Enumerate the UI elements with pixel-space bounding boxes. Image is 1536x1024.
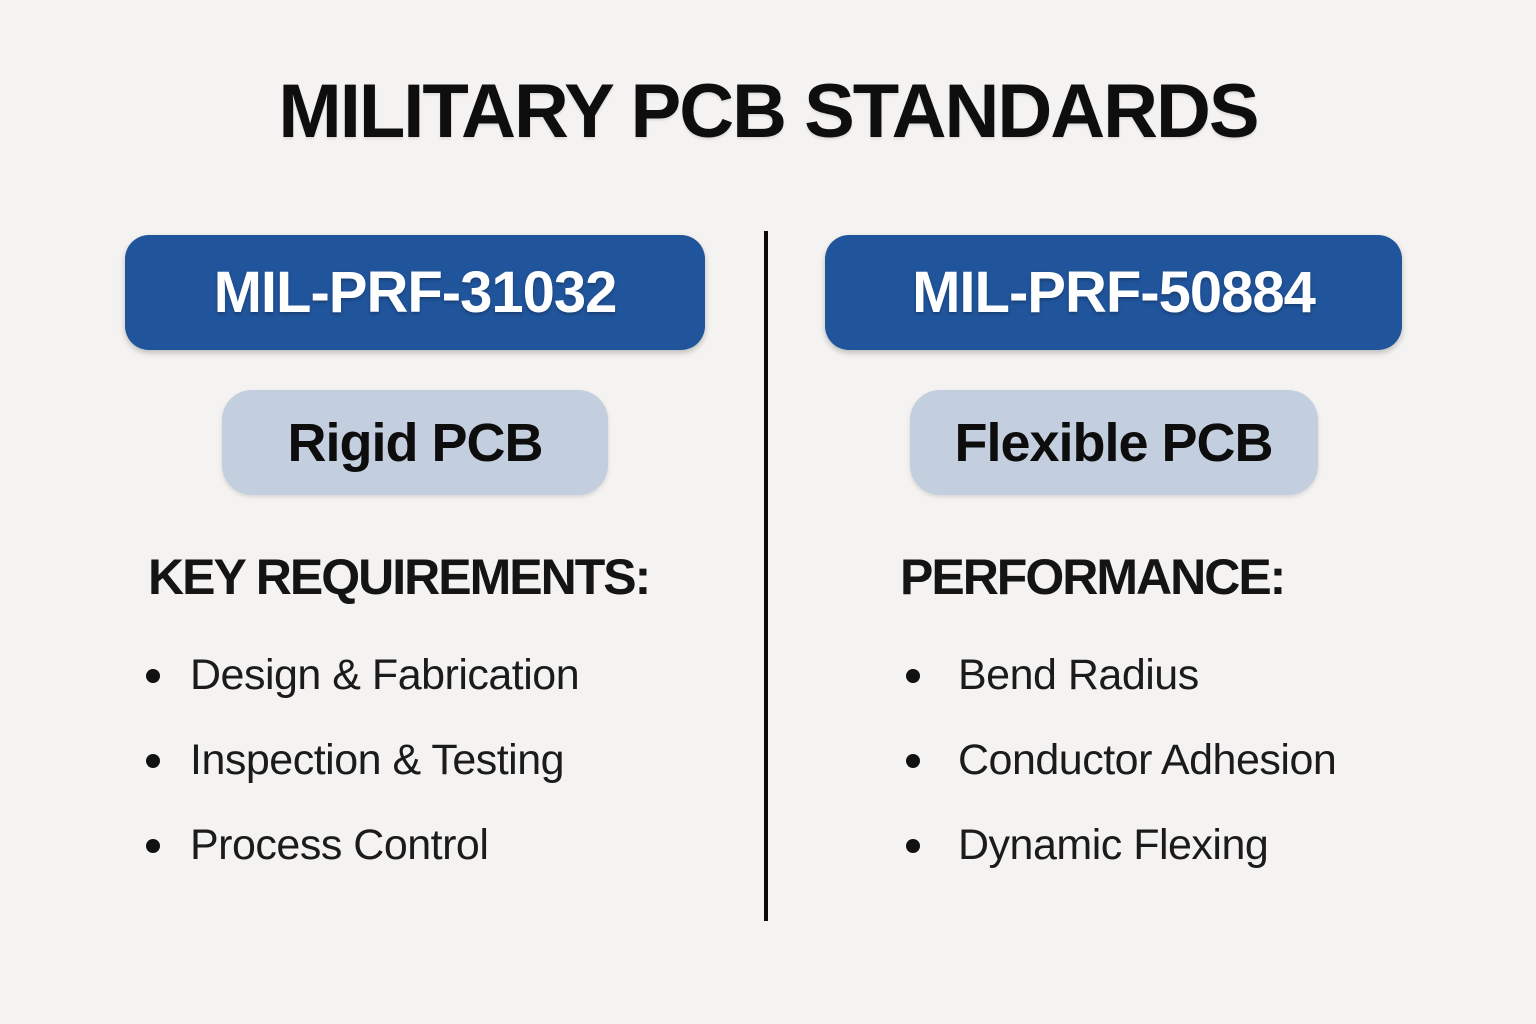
list-item-label: Process Control — [190, 821, 489, 869]
list-item: Inspection & Testing — [125, 718, 705, 803]
bullet-dot — [906, 838, 920, 853]
section-heading-performance: PERFORMANCE: — [900, 549, 1286, 605]
requirements-list: Design & Fabrication Inspection & Testin… — [125, 633, 705, 888]
bullet-dot — [146, 753, 160, 768]
pcb-type-badge-rigid: Rigid PCB — [222, 390, 608, 495]
list-item: Bend Radius — [825, 633, 1402, 718]
performance-list: Bend Radius Conductor Adhesion Dynamic F… — [825, 633, 1402, 888]
column-divider — [764, 231, 768, 921]
section-heading-key-requirements: KEY REQUIREMENTS: — [148, 549, 651, 605]
list-item: Conductor Adhesion — [825, 718, 1402, 803]
bullet-dot — [906, 668, 920, 683]
column-flexible-pcb: MIL-PRF-50884 Flexible PCB PERFORMANCE: … — [825, 235, 1402, 888]
list-item: Process Control — [125, 803, 705, 888]
list-item-label: Dynamic Flexing — [958, 821, 1269, 869]
pcb-type-badge-flexible: Flexible PCB — [909, 390, 1318, 495]
page-title: MILITARY PCB STANDARDS — [278, 69, 1259, 154]
bullet-dot — [146, 838, 160, 853]
list-item: Dynamic Flexing — [825, 803, 1402, 888]
list-item-label: Conductor Adhesion — [958, 736, 1337, 784]
list-item: Design & Fabrication — [125, 633, 705, 718]
bullet-dot — [146, 668, 160, 683]
bullet-dot — [906, 753, 920, 768]
standard-pill-mil-prf-31032: MIL-PRF-31032 — [125, 235, 705, 350]
standard-pill-mil-prf-50884: MIL-PRF-50884 — [825, 235, 1402, 350]
list-item-label: Design & Fabrication — [190, 651, 580, 699]
column-rigid-pcb: MIL-PRF-31032 Rigid PCB KEY REQUIREMENTS… — [125, 235, 705, 888]
list-item-label: Bend Radius — [958, 651, 1199, 699]
list-item-label: Inspection & Testing — [190, 736, 565, 784]
